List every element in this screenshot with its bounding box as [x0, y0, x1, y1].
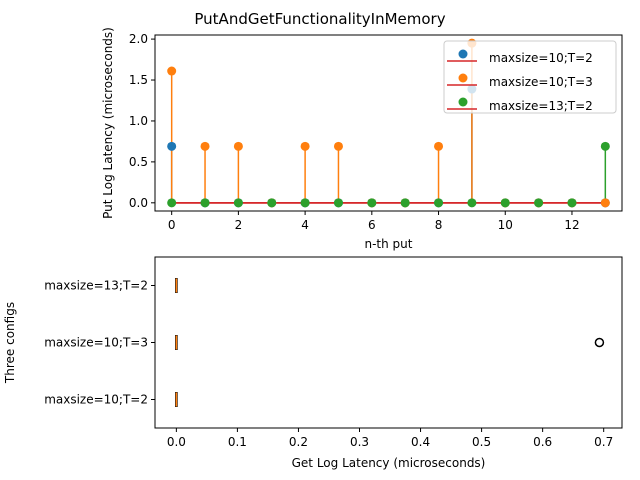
stem-marker	[200, 198, 210, 208]
stem-marker	[333, 141, 343, 151]
x-tick-label: 2	[235, 218, 243, 232]
x-tick-label: 0.7	[594, 435, 613, 449]
x-tick-label: 0.6	[533, 435, 552, 449]
x-tick-label: 12	[564, 218, 579, 232]
x-tick-label: 10	[498, 218, 513, 232]
legend-label: maxsize=13;T=2	[489, 99, 593, 113]
top-plot-frame	[154, 34, 623, 212]
x-tick-label: 0.2	[289, 435, 308, 449]
stem-marker	[434, 198, 444, 208]
legend: maxsize=10;T=2 maxsize=10;T=3 maxsize=13;T…	[443, 40, 617, 114]
stem-marker	[534, 198, 544, 208]
legend-marker	[458, 97, 468, 107]
x-tick-label: 0.1	[228, 435, 247, 449]
stem-marker	[233, 198, 243, 208]
x-tick-label: 6	[368, 218, 376, 232]
y-tick-label: 1.0	[129, 114, 148, 128]
x-tick-label: 4	[301, 218, 309, 232]
legend-box	[443, 40, 617, 114]
figure-title: PutAndGetFunctionalityInMemory	[194, 10, 445, 28]
stem-marker	[300, 141, 310, 151]
x-tick-label: 0.4	[411, 435, 430, 449]
top-stem-chart: 0 2 4 6 8 10 12 0.0 0.5 1.0 1.5 2.0 n-th put Put Log …	[101, 27, 623, 251]
stem-marker	[400, 198, 410, 208]
legend-label: maxsize=10;T=3	[489, 75, 593, 89]
y-tick-label: 2.0	[129, 32, 148, 46]
stem-marker	[500, 198, 510, 208]
box-outlier	[594, 337, 605, 348]
stem-marker	[300, 198, 310, 208]
stem-marker	[367, 198, 377, 208]
y-category-label: maxsize=13;T=2	[44, 279, 148, 293]
stem-marker	[167, 66, 177, 76]
stem-marker	[600, 198, 610, 208]
x-axis-label: Get Log Latency (microseconds)	[292, 456, 486, 470]
legend-label: maxsize=10;T=2	[489, 51, 593, 65]
stem-marker	[333, 198, 343, 208]
legend-marker	[458, 49, 468, 59]
bottom-plot-frame	[154, 256, 623, 429]
stem-marker	[200, 141, 210, 151]
stem-marker	[267, 198, 277, 208]
x-tick-label: 0	[168, 218, 176, 232]
y-tick-label: 0.5	[129, 155, 148, 169]
x-tick-label: 0.0	[167, 435, 186, 449]
x-axis-label: n-th put	[365, 237, 413, 251]
stem-marker	[167, 141, 177, 151]
x-tick-label: 0.5	[472, 435, 491, 449]
bottom-box-chart: 0.0 0.1 0.2 0.3 0.4 0.5 0.6 0.7 maxsize=10;T=2 ma…	[3, 256, 623, 470]
stem-marker	[567, 198, 577, 208]
stem-marker	[167, 198, 177, 208]
y-axis-label: Three configs	[3, 302, 17, 384]
stem-marker	[467, 198, 477, 208]
y-category-label: maxsize=10;T=3	[44, 336, 148, 350]
y-axis-label: Put Log Latency (microseconds)	[101, 27, 115, 219]
legend-marker	[458, 73, 468, 83]
x-tick-label: 0.3	[350, 435, 369, 449]
y-tick-label: 0.0	[129, 196, 148, 210]
stem-marker	[434, 141, 444, 151]
stem-marker	[600, 141, 610, 151]
x-tick-label: 8	[435, 218, 443, 232]
stem-marker	[233, 141, 243, 151]
y-category-label: maxsize=10;T=2	[44, 393, 148, 407]
y-tick-label: 1.5	[129, 73, 148, 87]
